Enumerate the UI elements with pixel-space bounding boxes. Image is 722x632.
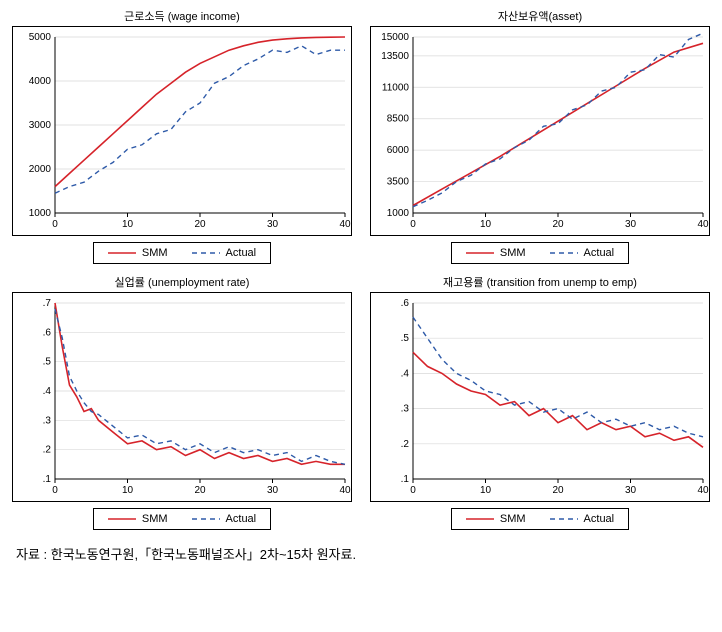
legend-swatch-smm <box>466 514 494 524</box>
svg-text:20: 20 <box>552 219 564 230</box>
panel-unemp: 실업률 (unemployment rate) .1 .2 .3 .4 .5 .6 .7 0 10… <box>8 274 356 530</box>
legend-swatch-smm <box>108 514 136 524</box>
legend: SMM Actual <box>451 508 629 530</box>
panel-trans: 재고용률 (transition from unemp to emp) .1 .2.… <box>366 274 714 530</box>
svg-text:40: 40 <box>339 219 351 230</box>
svg-text:.2: .2 <box>401 439 410 450</box>
legend-swatch-smm <box>466 248 494 258</box>
svg-text:3000: 3000 <box>29 120 52 131</box>
plot-area: .1 .2 .3 .4 .5 .6 0 10 20 30 40 <box>370 292 710 502</box>
svg-text:1000: 1000 <box>387 208 410 219</box>
svg-text:.5: .5 <box>401 333 410 344</box>
legend: SMM Actual <box>93 508 271 530</box>
svg-text:13500: 13500 <box>381 51 409 62</box>
legend-item-actual: Actual <box>550 513 615 525</box>
svg-text:.2: .2 <box>43 445 52 456</box>
legend-swatch-actual <box>550 248 578 258</box>
svg-text:.7: .7 <box>43 298 52 309</box>
panel-title: 자산보유액(asset) <box>498 8 582 24</box>
svg-text:.4: .4 <box>401 368 410 379</box>
svg-text:40: 40 <box>697 219 709 230</box>
svg-text:0: 0 <box>410 485 416 496</box>
svg-text:40: 40 <box>339 485 351 496</box>
plot-area: .1 .2 .3 .4 .5 .6 .7 0 10 20 30 40 <box>12 292 352 502</box>
svg-text:0: 0 <box>52 219 58 230</box>
legend-item-smm: SMM <box>466 513 526 525</box>
svg-text:20: 20 <box>552 485 564 496</box>
svg-text:8500: 8500 <box>387 114 410 125</box>
svg-text:3500: 3500 <box>387 177 410 188</box>
svg-text:20: 20 <box>194 219 206 230</box>
legend-label-actual: Actual <box>226 247 257 259</box>
svg-text:.4: .4 <box>43 386 52 397</box>
legend-label-smm: SMM <box>142 247 168 259</box>
legend-label-actual: Actual <box>584 247 615 259</box>
svg-text:.6: .6 <box>401 298 410 309</box>
legend-item-smm: SMM <box>108 247 168 259</box>
svg-text:5000: 5000 <box>29 32 52 43</box>
legend-item-actual: Actual <box>192 247 257 259</box>
panel-title: 재고용률 (transition from unemp to emp) <box>443 274 637 290</box>
legend-label-actual: Actual <box>584 513 615 525</box>
svg-text:1000: 1000 <box>29 208 52 219</box>
legend: SMM Actual <box>451 242 629 264</box>
svg-text:11000: 11000 <box>382 82 410 93</box>
legend: SMM Actual <box>93 242 271 264</box>
svg-text:6000: 6000 <box>387 145 410 156</box>
legend-swatch-actual <box>192 514 220 524</box>
legend-item-actual: Actual <box>192 513 257 525</box>
legend-swatch-smm <box>108 248 136 258</box>
legend-label-smm: SMM <box>142 513 168 525</box>
legend-label-actual: Actual <box>226 513 257 525</box>
svg-text:0: 0 <box>52 485 58 496</box>
svg-text:.3: .3 <box>401 404 410 415</box>
svg-text:.3: .3 <box>43 415 52 426</box>
svg-text:10: 10 <box>122 219 134 230</box>
panel-title: 근로소득 (wage income) <box>124 8 240 24</box>
svg-text:.1: .1 <box>43 474 52 485</box>
legend-item-smm: SMM <box>466 247 526 259</box>
panel-wage: 근로소득 (wage income)1000200030004000500001… <box>8 8 356 264</box>
svg-text:20: 20 <box>194 485 206 496</box>
svg-text:10: 10 <box>122 485 134 496</box>
svg-text:.6: .6 <box>43 327 52 338</box>
svg-text:4000: 4000 <box>29 76 52 87</box>
svg-text:.1: .1 <box>401 474 410 485</box>
svg-text:.5: .5 <box>43 357 52 368</box>
svg-text:0: 0 <box>410 219 416 230</box>
legend-label-smm: SMM <box>500 513 526 525</box>
legend-item-smm: SMM <box>108 513 168 525</box>
legend-item-actual: Actual <box>550 247 615 259</box>
plot-area: 1000 3500 6000 8500 11000 13500 15000 0 10 20 30 40 <box>370 26 710 236</box>
svg-text:30: 30 <box>625 485 637 496</box>
svg-text:30: 30 <box>625 219 637 230</box>
source-footer: 자료 : 한국노동연구원,「한국노동패널조사」2차~15차 원자료. <box>8 544 714 563</box>
plot-area: 1000 2000 3000 4000 5000 0 10 20 30 40 <box>12 26 352 236</box>
panel-asset: 자산보유액(asset) 1000 3500 6000 8500 11000 13500 15… <box>366 8 714 264</box>
svg-text:15000: 15000 <box>381 32 409 43</box>
chart-grid: 근로소득 (wage income)1000200030004000500001… <box>8 8 714 530</box>
svg-text:2000: 2000 <box>29 164 52 175</box>
legend-swatch-actual <box>192 248 220 258</box>
legend-label-smm: SMM <box>500 247 526 259</box>
svg-text:10: 10 <box>480 485 492 496</box>
svg-text:30: 30 <box>267 485 279 496</box>
svg-text:30: 30 <box>267 219 279 230</box>
svg-text:10: 10 <box>480 219 492 230</box>
legend-swatch-actual <box>550 514 578 524</box>
panel-title: 실업률 (unemployment rate) <box>115 274 250 290</box>
svg-text:40: 40 <box>697 485 709 496</box>
